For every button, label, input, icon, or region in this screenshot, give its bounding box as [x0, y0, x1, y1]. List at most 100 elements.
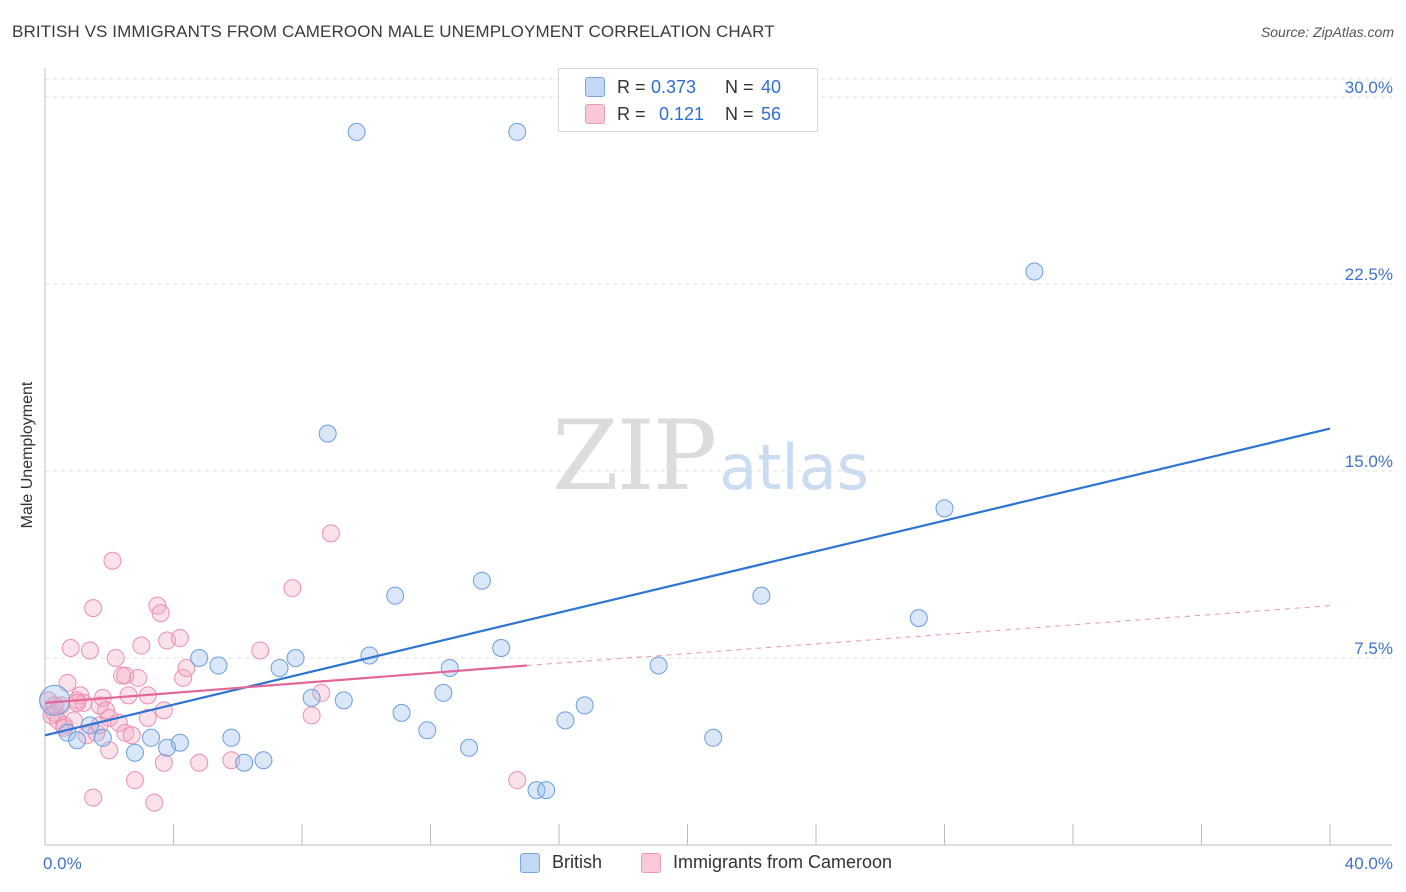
legend-label: British	[552, 852, 603, 872]
cameroon-point	[508, 771, 527, 790]
british-point	[492, 639, 511, 658]
correlation-legend: R = 0.373 N = 40 R = 0.121 N = 56	[558, 68, 818, 132]
chart-title: BRITISH VS IMMIGRANTS FROM CAMEROON MALE…	[12, 22, 775, 41]
british-point	[254, 751, 273, 770]
cameroon-point	[80, 641, 99, 660]
british-point	[556, 711, 575, 730]
cameroon-point	[138, 708, 157, 727]
british-point	[68, 731, 87, 750]
r-label: R =	[617, 76, 646, 97]
series-legend: British Immigrants from Cameroon	[0, 852, 1406, 876]
british-point	[434, 683, 453, 702]
tick-labels: 7.5% 15.0% 22.5% 30.0% 0.0% 40.0%	[43, 78, 1393, 873]
british-point	[170, 733, 189, 752]
legend-row-british: R = 0.373 N = 40	[585, 75, 781, 99]
cameroon-point	[312, 683, 331, 702]
british-point	[302, 688, 321, 707]
british-point	[286, 649, 305, 667]
british-point	[527, 781, 546, 800]
british-point	[752, 586, 771, 605]
axes	[44, 68, 1392, 846]
watermark-zip: ZIP	[552, 400, 717, 512]
y-tick-label: 30.0%	[1345, 78, 1393, 97]
british-point	[235, 753, 254, 772]
british-point	[418, 721, 437, 740]
british-point	[440, 658, 459, 677]
british-point	[575, 696, 594, 715]
y-tick-label: 7.5%	[1354, 639, 1393, 658]
cameroon-point	[122, 726, 141, 745]
cameroon-point	[251, 641, 270, 660]
british-point	[649, 656, 668, 675]
x-tick-label: 0.0%	[43, 854, 82, 873]
source-label: Source: ZipAtlas.com	[1260, 24, 1394, 40]
british-point	[386, 586, 405, 605]
british-point	[142, 728, 161, 747]
british-point	[460, 738, 479, 757]
british-point	[347, 122, 366, 141]
cameroon-point	[129, 668, 148, 687]
british-point	[935, 499, 954, 518]
cameroon-swatch	[641, 852, 661, 873]
british-point	[125, 743, 144, 762]
cameroon-point	[321, 524, 340, 543]
british-point	[270, 658, 289, 677]
british-series	[39, 122, 1044, 800]
cameroon-point	[61, 639, 80, 658]
x-tick-label: 40.0%	[1345, 854, 1393, 873]
british-point	[472, 571, 491, 590]
british-point	[392, 703, 411, 722]
cameroon-point	[106, 649, 125, 667]
british-point	[1025, 262, 1044, 281]
british-swatch	[585, 77, 605, 97]
n-label: N =	[725, 103, 754, 124]
cameroon-swatch	[585, 104, 605, 124]
legend-item-cameroon[interactable]: Immigrants from Cameroon	[641, 852, 892, 873]
cameroon-point	[302, 706, 321, 725]
cameroon-point	[132, 636, 151, 655]
british-point	[209, 656, 228, 675]
cameroon-point	[58, 673, 77, 692]
legend-row-cameroon: R = 0.121 N = 56	[585, 102, 781, 126]
trend-lines	[44, 427, 1331, 737]
y-tick-label: 15.0%	[1345, 452, 1393, 471]
cameroon-point	[145, 793, 164, 812]
cameroon-point	[154, 753, 173, 772]
n-label: N =	[725, 76, 754, 97]
cameroon-point	[84, 599, 103, 618]
n-value: 56	[761, 103, 782, 124]
british-point	[222, 728, 241, 747]
cameroon-trend-line	[44, 664, 527, 704]
r-label: R =	[617, 103, 646, 124]
cameroon-point	[125, 771, 144, 790]
gridlines	[45, 78, 1392, 659]
cameroon-point	[283, 579, 302, 598]
cameroon-point	[177, 658, 196, 677]
cameroon-point	[151, 604, 170, 623]
legend-item-british[interactable]: British	[520, 852, 602, 873]
r-value: 0.373	[651, 76, 697, 97]
british-point	[537, 781, 556, 800]
cameroon-point	[170, 629, 189, 648]
british-swatch	[520, 852, 540, 873]
n-value: 40	[761, 76, 782, 97]
watermark-atlas: atlas	[719, 431, 870, 504]
y-tick-label: 22.5%	[1345, 265, 1393, 284]
british-point	[334, 691, 353, 710]
british-point	[318, 424, 337, 443]
cameroon-trend-extension	[526, 605, 1331, 666]
british-point	[93, 728, 112, 747]
r-value: 0.121	[659, 103, 705, 124]
british-trend-line	[44, 427, 1331, 737]
watermark: ZIPatlas	[552, 400, 869, 512]
legend-label: Immigrants from Cameroon	[673, 852, 893, 872]
british-point	[508, 122, 527, 141]
british-point	[909, 609, 928, 628]
cameroon-point	[174, 668, 193, 687]
cameroon-point	[103, 551, 122, 570]
british-point	[704, 728, 723, 747]
british-point	[190, 649, 209, 667]
cameroon-point	[84, 788, 103, 807]
cameroon-point	[190, 753, 209, 772]
